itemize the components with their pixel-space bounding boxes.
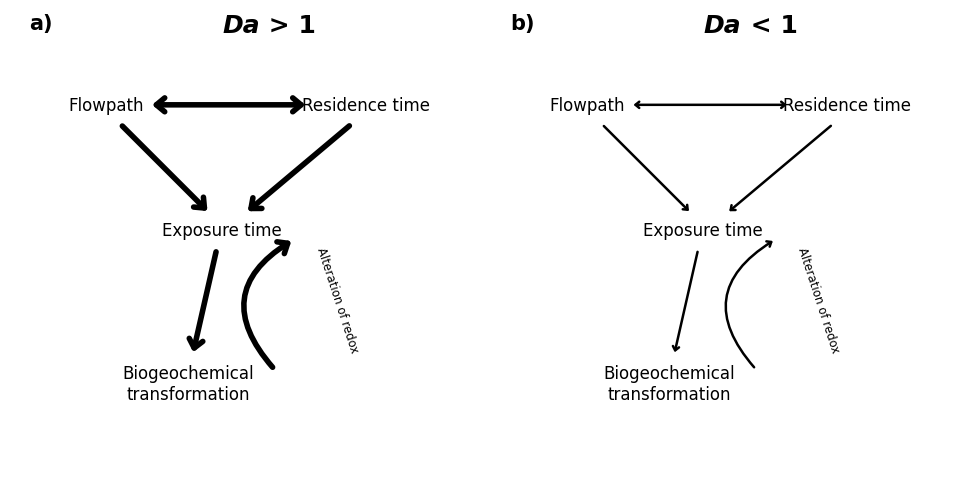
Text: Flowpath: Flowpath	[68, 96, 143, 115]
Text: a): a)	[29, 14, 52, 35]
Text: Flowpath: Flowpath	[550, 96, 625, 115]
Text: Alteration of redox: Alteration of redox	[795, 246, 842, 354]
Text: b): b)	[510, 14, 534, 35]
Text: Residence time: Residence time	[302, 96, 429, 115]
Text: Da: Da	[222, 14, 260, 38]
Text: < 1: < 1	[742, 14, 797, 38]
Text: Da: Da	[704, 14, 742, 38]
Text: Alteration of redox: Alteration of redox	[314, 246, 360, 354]
Text: > 1: > 1	[260, 14, 316, 38]
Text: Exposure time: Exposure time	[643, 221, 763, 240]
Text: Residence time: Residence time	[784, 96, 911, 115]
Text: Biogeochemical
transformation: Biogeochemical transformation	[604, 365, 735, 403]
Text: Exposure time: Exposure time	[162, 221, 281, 240]
Text: Biogeochemical
transformation: Biogeochemical transformation	[122, 365, 253, 403]
